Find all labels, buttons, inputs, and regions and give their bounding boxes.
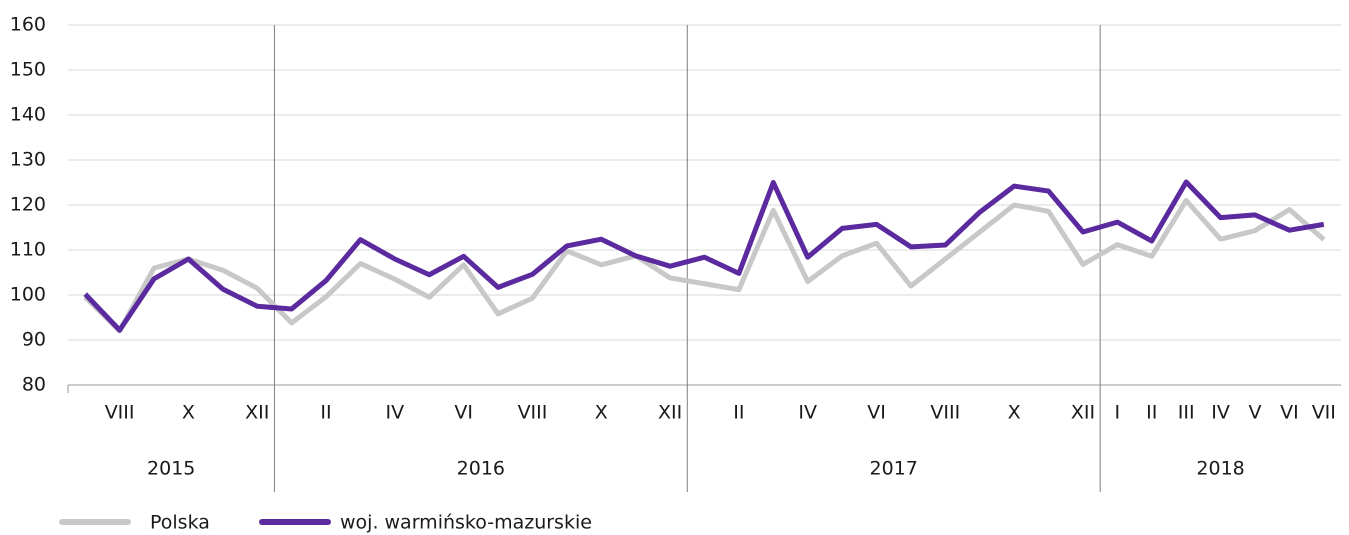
x-tick-label: X: [182, 402, 195, 424]
series-line: [83, 198, 1326, 334]
series-line: [83, 179, 1325, 333]
x-tick-label: I: [1115, 402, 1121, 424]
x-tick-label: VIII: [518, 402, 548, 424]
year-label: 2018: [1196, 458, 1244, 480]
y-tick-label: 110: [10, 239, 46, 261]
x-tick-label: II: [1146, 402, 1157, 424]
x-tick-label: V: [1248, 402, 1261, 424]
legend-label: woj. warmińsko-mazurskie: [340, 512, 592, 534]
x-tick-label: II: [733, 402, 744, 424]
x-tick-label: XII: [245, 402, 269, 424]
x-tick-label: XII: [658, 402, 682, 424]
y-tick-label: 160: [10, 14, 46, 36]
x-tick-label: VIII: [105, 402, 135, 424]
x-tick-label: VIII: [930, 402, 960, 424]
y-tick-label: 100: [10, 284, 46, 306]
year-label: 2017: [870, 458, 918, 480]
x-tick-label: VI: [1280, 402, 1299, 424]
x-tick-label: IV: [386, 402, 405, 424]
year-label: 2016: [457, 458, 505, 480]
x-tick-label: III: [1178, 402, 1195, 424]
x-tick-label: VI: [454, 402, 473, 424]
x-tick-label: II: [320, 402, 331, 424]
legend-label: Polska: [150, 512, 210, 534]
year-label: 2015: [147, 458, 195, 480]
y-tick-label: 150: [10, 59, 46, 81]
y-tick-label: 130: [10, 149, 46, 171]
x-tick-label: XII: [1071, 402, 1095, 424]
x-tick-label: VII: [1312, 402, 1336, 424]
x-tick-label: X: [1008, 402, 1021, 424]
y-tick-label: 120: [10, 194, 46, 216]
x-tick-label: IV: [1211, 402, 1230, 424]
y-tick-label: 140: [10, 104, 46, 126]
y-tick-label: 80: [22, 374, 46, 396]
x-tick-label: X: [595, 402, 608, 424]
x-tick-label: VI: [867, 402, 886, 424]
y-tick-label: 90: [22, 329, 46, 351]
x-tick-label: IV: [798, 402, 817, 424]
